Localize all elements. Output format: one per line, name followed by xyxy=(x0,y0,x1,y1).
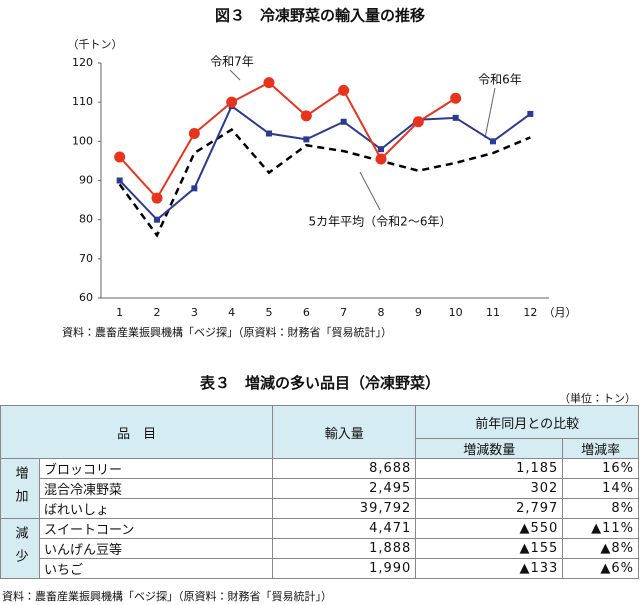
x-tick-label: 10 xyxy=(449,306,463,319)
table-cell: ▲6% xyxy=(562,558,639,579)
table-row: いちご 1,990 ▲133 ▲6% xyxy=(1,558,639,579)
y-axis-label: （千トン） xyxy=(68,38,123,51)
y-tick-label: 120 xyxy=(72,56,93,69)
leader-line xyxy=(484,87,496,139)
table-cell: スイートコーン xyxy=(38,518,274,539)
table-source: 資料：農畜産業振興機構「ベジ探」（原資料：財務省「貿易統計」） xyxy=(2,590,332,603)
table-row: いんげん豆等 1,888 ▲155 ▲8% xyxy=(1,538,639,559)
table-cell: 14% xyxy=(562,478,639,499)
table-unit: （単位：トン） xyxy=(559,392,636,405)
leader-line xyxy=(229,69,241,81)
table-cell: 8% xyxy=(562,498,639,519)
table-cell: ▲155 xyxy=(415,538,564,559)
x-axis-label: （月） xyxy=(544,306,577,319)
y-tick-label: 110 xyxy=(72,95,93,108)
x-tick-label: 5 xyxy=(266,306,273,319)
point xyxy=(490,138,496,145)
x-tick-label: 11 xyxy=(486,306,500,319)
table-cell: いちご xyxy=(38,558,274,579)
point xyxy=(452,114,459,121)
table: 品 目 輸入量 前年同月との比較 増減数量 増減率 増加 ブロッコリー 8,688 1… xyxy=(0,405,639,579)
group-cell: 減少 xyxy=(0,518,40,579)
point xyxy=(266,130,272,137)
table-cell: 39,792 xyxy=(272,498,417,519)
header-cell: 品 目 xyxy=(0,405,274,459)
point xyxy=(412,116,424,128)
table-cell: ▲133 xyxy=(415,558,564,579)
x-tick-label: 8 xyxy=(378,306,385,319)
y-tick-label: 80 xyxy=(79,213,93,226)
point xyxy=(263,77,275,89)
header-cell: 輸入量 xyxy=(272,405,417,459)
table-cell: ▲550 xyxy=(415,518,564,539)
table-cell: 1,990 xyxy=(272,558,417,579)
point xyxy=(375,153,387,165)
table-cell: ▲11% xyxy=(562,518,639,539)
y-tick-label: 90 xyxy=(79,174,93,187)
point xyxy=(527,110,534,117)
chart-source: 資料：農畜産業振興機構「ベジ探」（原資料：財務省「貿易統計」） xyxy=(62,325,392,339)
table-cell: 1,185 xyxy=(415,458,564,479)
y-tick-label: 100 xyxy=(72,134,93,147)
point xyxy=(191,185,198,192)
table-cell: 8,688 xyxy=(272,458,417,479)
point xyxy=(226,96,238,108)
point xyxy=(154,216,160,223)
table-row: ばれいしょ 39,792 2,797 8% xyxy=(1,498,639,519)
x-tick-label: 2 xyxy=(154,306,161,319)
table-row: 増加 ブロッコリー 8,688 1,185 16% xyxy=(0,458,639,519)
point xyxy=(450,92,462,104)
x-tick-label: 4 xyxy=(228,306,235,319)
point xyxy=(151,192,163,204)
x-tick-label: 9 xyxy=(415,306,422,319)
table-cell: ばれいしょ xyxy=(38,498,274,519)
leader-line xyxy=(359,171,381,211)
header-cell: 増減数量 xyxy=(415,438,564,459)
point xyxy=(300,110,312,122)
table-cell: ブロッコリー xyxy=(38,458,274,479)
y-tick-label: 60 xyxy=(79,291,93,304)
table-cell: 4,471 xyxy=(272,518,417,539)
chart: 図３ 冷凍野菜の輸入量の推移 （千トン） （月） 資料：農畜産業振興機構「ベジ探… xyxy=(62,7,577,340)
table-cell: 2,495 xyxy=(272,478,417,499)
point xyxy=(303,136,310,143)
point xyxy=(114,151,126,163)
table-cell: 1,888 xyxy=(272,538,417,559)
header-cell: 増減率 xyxy=(562,438,639,459)
table-row: 減少 スイートコーン 4,471 ▲550 ▲11% xyxy=(0,518,639,579)
point xyxy=(340,118,347,125)
series-label: 令和6年 xyxy=(478,73,522,87)
x-tick-label: 12 xyxy=(523,306,537,319)
point xyxy=(338,84,350,96)
table-cell: 2,797 xyxy=(415,498,564,519)
table-cell: いんげん豆等 xyxy=(38,538,274,559)
point xyxy=(378,146,384,153)
series-line xyxy=(118,104,531,222)
x-tick-label: 3 xyxy=(191,306,198,319)
group-cell: 増加 xyxy=(0,458,40,519)
table-cell: 302 xyxy=(415,478,564,499)
table-row: 混合冷凍野菜 2,495 302 14% xyxy=(1,478,639,499)
x-tick-label: 7 xyxy=(340,306,347,319)
chart-title: 図３ 冷凍野菜の輸入量の推移 xyxy=(215,7,425,25)
x-tick-label: 6 xyxy=(303,306,310,319)
point xyxy=(188,128,200,139)
series-label: 令和7年 xyxy=(210,55,254,69)
y-tick-label: 70 xyxy=(79,252,93,265)
x-tick-label: 1 xyxy=(116,306,123,319)
table-cell: ▲8% xyxy=(562,538,639,559)
table-cell: 混合冷凍野菜 xyxy=(38,478,274,499)
header-cell: 前年同月との比較 xyxy=(415,405,639,439)
point xyxy=(116,177,123,184)
table-cell: 16% xyxy=(562,458,639,479)
series-line xyxy=(118,81,457,200)
series-line xyxy=(118,127,531,238)
series-label: 5カ年平均（令和2～6年） xyxy=(309,215,452,229)
table-title: 表３ 増減の多い品目（冷凍野菜） xyxy=(199,374,440,392)
